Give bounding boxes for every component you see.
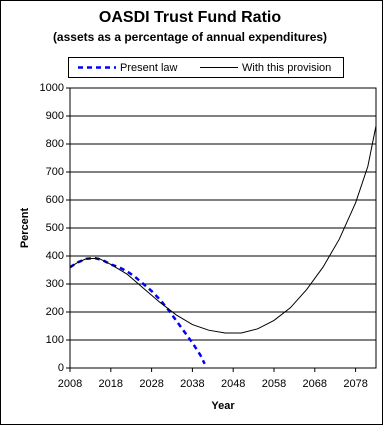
x-tick-label: 2018 (99, 378, 123, 390)
x-axis-label: Year (211, 400, 235, 412)
x-tick-label: 2048 (221, 378, 245, 390)
y-tick-label: 800 (46, 138, 64, 150)
chart-title: OASDI Trust Fund Ratio (99, 9, 281, 26)
legend-label: With this provision (242, 62, 331, 74)
x-tick-label: 2078 (343, 378, 367, 390)
y-tick-label: 0 (58, 362, 64, 374)
legend-label: Present law (120, 62, 178, 74)
x-tick-label: 2028 (139, 378, 163, 390)
y-tick-label: 600 (46, 194, 64, 206)
y-tick-label: 300 (46, 278, 64, 290)
series-line (69, 256, 206, 365)
plot-area (69, 87, 377, 369)
y-tick-label: 700 (46, 166, 64, 178)
y-tick-label: 400 (46, 250, 64, 262)
series-line (69, 125, 377, 334)
x-tick-label: 2008 (58, 378, 82, 390)
y-tick-label: 900 (46, 110, 64, 122)
y-axis-label: Percent (19, 207, 31, 248)
chart-subtitle: (assets as a percentage of annual expend… (53, 30, 327, 44)
y-tick-label: 200 (46, 306, 64, 318)
y-tick-label: 100 (46, 334, 64, 346)
x-tick-label: 2068 (303, 378, 327, 390)
x-tick-label: 2038 (180, 378, 204, 390)
y-tick-label: 500 (46, 222, 64, 234)
y-tick-label: 1000 (40, 82, 64, 94)
x-tick-label: 2058 (262, 378, 286, 390)
